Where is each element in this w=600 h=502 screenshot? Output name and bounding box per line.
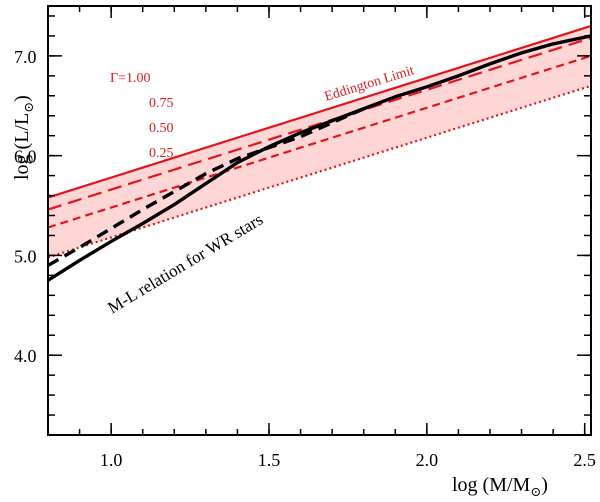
series-ml_dashed <box>48 107 365 267</box>
y-tick-label: 4.0 <box>14 346 37 366</box>
tick-labels: 1.0 1.5 2.0 2.5 4.0 5.0 6.0 7.0 <box>14 47 596 470</box>
gamma-legend: Γ=1.00 0.75 0.50 0.25 <box>110 71 174 161</box>
plot-area <box>48 24 591 282</box>
x-tick-label: 1.0 <box>100 450 123 470</box>
series-gamma_0-50 <box>48 54 591 229</box>
series-ml_solid <box>48 34 591 282</box>
series-gamma_1-00 <box>48 24 591 199</box>
plot-frame <box>47 5 592 436</box>
gamma-label-4: 0.25 <box>149 146 174 161</box>
gamma-label-3: 0.50 <box>149 121 174 136</box>
axis-ticks <box>47 6 591 435</box>
shaded-band <box>48 25 591 258</box>
gamma-label-1: Γ=1.00 <box>110 71 151 86</box>
y-axis-title: log (L/L⊙) <box>11 95 36 180</box>
x-tick-label: 1.5 <box>258 450 281 470</box>
y-tick-label: 5.0 <box>14 246 37 266</box>
y-tick-label: 7.0 <box>14 47 37 67</box>
x-tick-label: 2.0 <box>416 450 439 470</box>
x-tick-label: 2.5 <box>573 450 596 470</box>
x-axis-title: log (M/M⊙) <box>452 474 548 499</box>
y-tick-label: 6.0 <box>14 147 37 167</box>
gamma-label-2: 0.75 <box>149 96 174 111</box>
